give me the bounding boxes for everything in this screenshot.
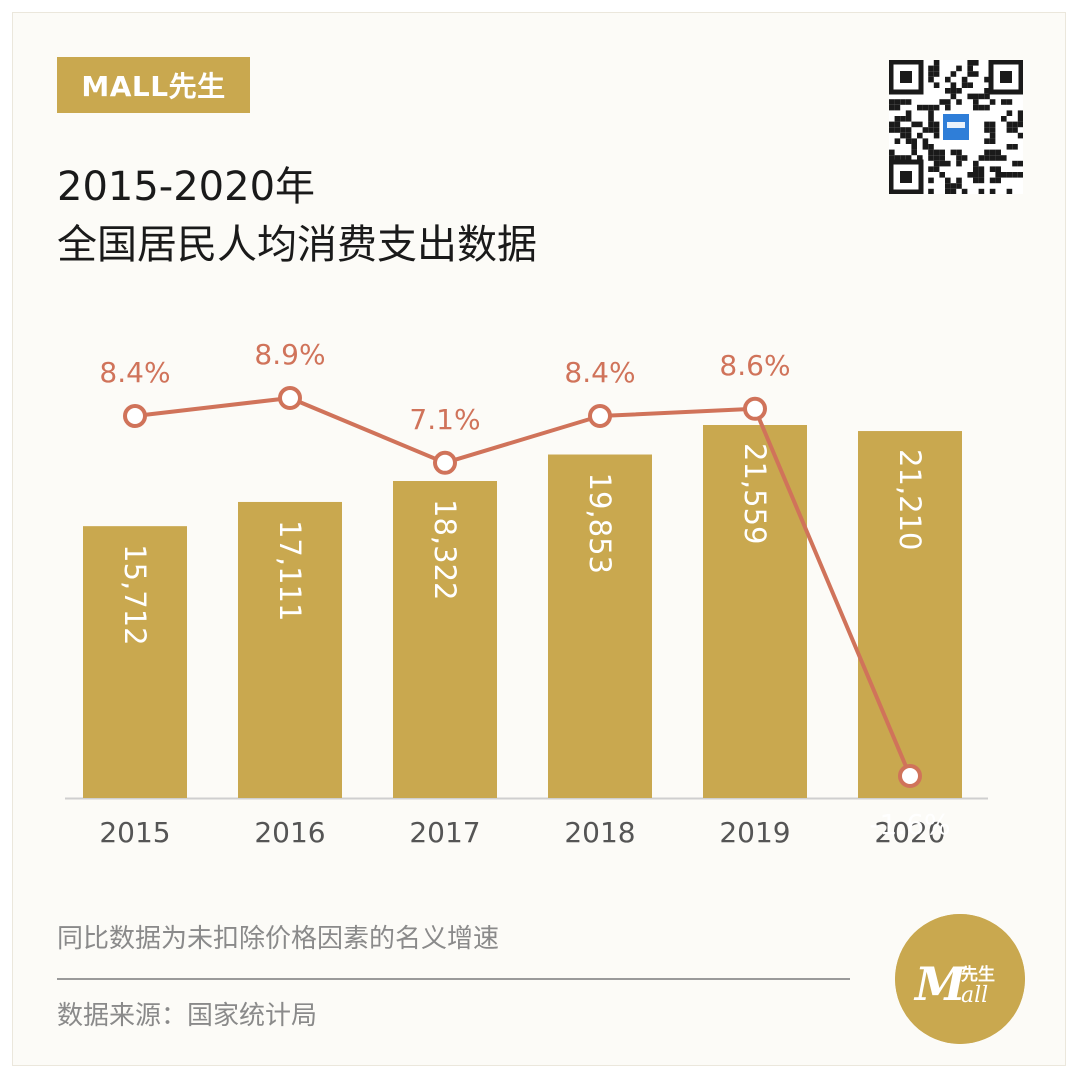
x-tick-label: 2015 <box>99 816 170 849</box>
brand-badge: MALL先生 <box>57 57 250 113</box>
growth-value-label: 8.4% <box>99 356 170 389</box>
consumption-chart: 15,712 2015 17,111 2016 18,322 2017 19,853 2018… <box>65 338 988 849</box>
title-line-1: 2015-2020年 <box>57 164 316 210</box>
logo-sub-text: all <box>961 983 988 1008</box>
logo-small-text: 先生 <box>961 964 995 985</box>
growth-value-label: 7.1% <box>409 403 480 436</box>
growth-point-2015 <box>123 404 147 428</box>
footnote: 同比数据为未扣除价格因素的名义增速 <box>57 924 500 954</box>
bar-2018 <box>548 454 652 798</box>
growth-value-label: 8.6% <box>719 349 790 382</box>
x-tick-label: 2018 <box>564 816 635 849</box>
x-tick-label: 2019 <box>719 816 790 849</box>
growth-value-label: 8.9% <box>254 338 325 371</box>
growth-line <box>134 396 912 777</box>
bar-value-label: 19,853 <box>583 473 617 574</box>
bar-2017 <box>393 481 497 798</box>
growth-point-2019 <box>743 396 767 421</box>
growth-value-label: -1.6% <box>869 808 950 841</box>
bar-value-label: 15,712 <box>118 544 152 645</box>
mall-logo-icon: M 先生 all <box>895 914 1025 1044</box>
footer-divider <box>57 978 850 980</box>
bar-value-label: 17,111 <box>273 520 307 621</box>
bar-2016 <box>238 501 342 798</box>
growth-value-label: 8.4% <box>564 356 635 389</box>
qr-code-icon <box>889 60 1023 194</box>
bar-value-label: 21,559 <box>738 443 772 544</box>
data-source: 数据来源：国家统计局 <box>57 1001 318 1031</box>
bar-value-label: 21,210 <box>893 449 927 550</box>
x-tick-label: 2016 <box>254 816 325 849</box>
logo-mark: M <box>913 957 968 1011</box>
growth-point-2016 <box>278 386 302 410</box>
bar-value-label: 18,322 <box>428 499 462 600</box>
page-title: 2015-2020年 全国居民人均消费支出数据 <box>57 158 537 274</box>
growth-point-2020 <box>898 764 922 788</box>
bar-2020 <box>858 431 962 798</box>
bar-2015 <box>83 526 187 798</box>
x-tick-label: 2017 <box>409 816 480 849</box>
x-tick-label: 2020 <box>874 816 945 849</box>
title-line-2: 全国居民人均消费支出数据 <box>57 222 537 268</box>
growth-point-2017 <box>433 450 457 475</box>
growth-point-2018 <box>588 404 612 428</box>
